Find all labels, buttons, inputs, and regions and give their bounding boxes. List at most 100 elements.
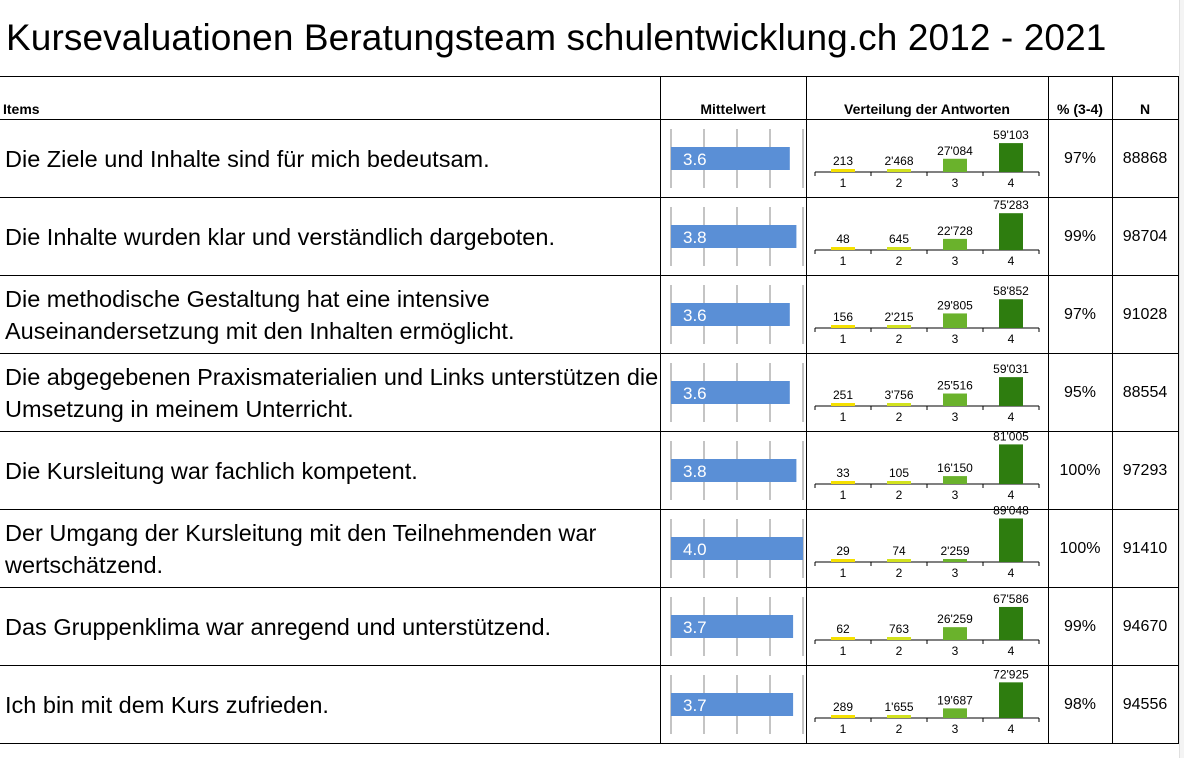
mean-chart: 4.0	[670, 519, 803, 578]
category-tick-label: 3	[951, 254, 958, 268]
pct-value: 97%	[1047, 275, 1113, 354]
page-title: Kursevaluationen Beratungsteam schulentw…	[6, 17, 1107, 58]
item-text: Die abgegebenen Praxismaterialien und Li…	[0, 353, 661, 432]
distribution-bar	[886, 559, 911, 562]
distribution-bar	[886, 169, 911, 172]
table-row: Die Ziele und Inhalte sind für mich bede…	[0, 119, 1179, 198]
mean-value-label: 3.6	[683, 384, 707, 403]
scrollbar-edge	[1179, 0, 1184, 758]
category-tick-label: 4	[1007, 722, 1014, 736]
category-tick-label: 4	[1007, 566, 1014, 580]
evaluation-table: Items Mittelwert Verteilung der Antworte…	[0, 76, 1179, 744]
item-text: Das Gruppenklima war anregend und unters…	[0, 587, 661, 666]
mean-bar	[670, 303, 790, 326]
category-tick-label: 2	[895, 566, 902, 580]
item-text: Ich bin mit dem Kurs zufrieden.	[0, 665, 661, 744]
category-tick-label: 1	[839, 722, 846, 736]
header-n: N	[1111, 76, 1179, 120]
distribution-chart: 213 1 2'468 2 27'084 3 59'103 4	[814, 128, 1039, 190]
category-tick-label: 1	[839, 566, 846, 580]
mean-chart: 3.7	[670, 675, 803, 734]
distribution-value-label: 25'516	[937, 379, 973, 393]
distribution-value-label: 763	[888, 622, 908, 636]
mean-chart: 3.6	[670, 363, 803, 422]
distribution-cell: 289 1 1'655 2 19'687 3 72'925 4	[805, 665, 1049, 744]
table-row: Die Inhalte wurden klar und verständlich…	[0, 197, 1179, 276]
distribution-bar	[942, 238, 967, 250]
mean-bar	[670, 147, 790, 170]
distribution-value-label: 89'048	[993, 503, 1029, 517]
mean-cell: 3.7	[659, 665, 807, 744]
mean-bar	[670, 459, 796, 482]
distribution-value-label: 26'259	[937, 612, 973, 626]
pct-value: 100%	[1047, 509, 1113, 588]
item-text: Die methodische Gestaltung hat eine inte…	[0, 275, 661, 354]
distribution-bar	[830, 247, 855, 250]
distribution-value-label: 156	[832, 310, 852, 324]
item-text: Die Ziele und Inhalte sind für mich bede…	[0, 119, 661, 198]
n-value: 94556	[1111, 665, 1179, 744]
table-row: Der Umgang der Kursleitung mit den Teiln…	[0, 503, 1179, 588]
category-tick-label: 1	[839, 254, 846, 268]
distribution-value-label: 59'103	[993, 128, 1029, 142]
distribution-value-label: 58'852	[993, 284, 1029, 298]
category-tick-label: 2	[895, 176, 902, 190]
n-value: 88554	[1111, 353, 1179, 432]
distribution-value-label: 1'655	[884, 700, 913, 714]
distribution-bar	[942, 158, 967, 172]
mean-value-label: 3.8	[683, 228, 707, 247]
distribution-cell: 29 1 74 2 2'259 3 89'048 4	[805, 503, 1049, 588]
distribution-value-label: 19'687	[937, 693, 973, 707]
mean-bar	[670, 537, 803, 560]
mean-bar	[670, 693, 793, 716]
distribution-bar	[830, 325, 855, 328]
distribution-value-label: 29	[836, 544, 850, 558]
category-tick-label: 1	[839, 176, 846, 190]
distribution-value-label: 105	[888, 466, 908, 480]
mean-bar	[670, 615, 793, 638]
mean-cell: 3.6	[659, 119, 807, 198]
distribution-bar	[886, 637, 911, 640]
distribution-chart: 29 1 74 2 2'259 3 89'048 4	[814, 503, 1039, 580]
distribution-value-label: 33	[836, 466, 850, 480]
mean-value-label: 3.7	[683, 696, 707, 715]
category-tick-label: 1	[839, 644, 846, 658]
distribution-bar	[942, 627, 967, 640]
category-tick-label: 4	[1007, 176, 1014, 190]
mean-chart: 3.8	[670, 441, 803, 500]
pct-value: 99%	[1047, 197, 1113, 276]
item-text: Die Inhalte wurden klar und verständlich…	[0, 197, 661, 276]
category-tick-label: 2	[895, 644, 902, 658]
mean-cell: 3.7	[659, 587, 807, 666]
distribution-bar	[998, 682, 1023, 718]
distribution-value-label: 72'925	[993, 667, 1029, 681]
distribution-chart: 33 1 105 2 16'150 3 81'005 4	[814, 429, 1039, 502]
mean-chart: 3.6	[670, 129, 803, 188]
table-row: Die abgegebenen Praxismaterialien und Li…	[0, 353, 1179, 432]
n-value: 91028	[1111, 275, 1179, 354]
pct-value: 97%	[1047, 119, 1113, 198]
mean-chart: 3.6	[670, 285, 803, 344]
distribution-bar	[830, 559, 855, 562]
category-tick-label: 4	[1007, 332, 1014, 346]
table-row: Die Kursleitung war fachlich kompetent. 3…	[0, 429, 1179, 510]
distribution-bar	[942, 393, 967, 406]
mean-value-label: 3.7	[683, 618, 707, 637]
mean-bar	[670, 381, 790, 404]
distribution-bar	[830, 715, 855, 718]
distribution-bar	[886, 403, 911, 406]
mean-cell: 3.6	[659, 275, 807, 354]
distribution-value-label: 48	[836, 232, 850, 246]
distribution-bar	[942, 476, 967, 484]
n-value: 94670	[1111, 587, 1179, 666]
n-value: 88868	[1111, 119, 1179, 198]
header-mean: Mittelwert	[659, 76, 807, 120]
distribution-value-label: 22'728	[937, 224, 973, 238]
distribution-chart: 156 1 2'215 2 29'805 3 58'852 4	[814, 284, 1039, 346]
category-tick-label: 3	[951, 332, 958, 346]
mean-chart: 3.7	[670, 597, 803, 656]
distribution-bar	[830, 637, 855, 640]
distribution-bar	[886, 481, 911, 484]
distribution-bar	[942, 559, 967, 562]
mean-value-label: 4.0	[683, 540, 707, 559]
